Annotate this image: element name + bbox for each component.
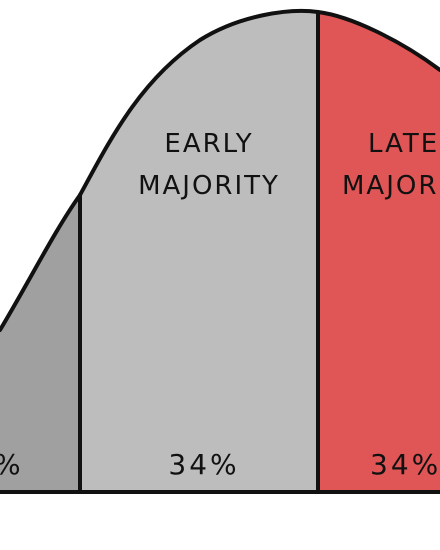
late-majority-label-line-2: MAJORITY (342, 171, 440, 201)
left-segment-percent: % (0, 448, 24, 481)
early-majority-percent: 34% (168, 448, 239, 481)
late-majority-percent: 34% (370, 448, 440, 481)
early-majority-label-line-2: MAJORITY (138, 171, 280, 201)
curve-outline (0, 8, 440, 332)
early-majority-label-line-1: EARLY (164, 129, 253, 159)
segment-early-majority-fill (80, 10, 318, 492)
segment-left-fill (0, 10, 80, 492)
segment-late-majority-fill (318, 10, 440, 492)
late-majority-label-line-1: LATE (368, 129, 439, 159)
